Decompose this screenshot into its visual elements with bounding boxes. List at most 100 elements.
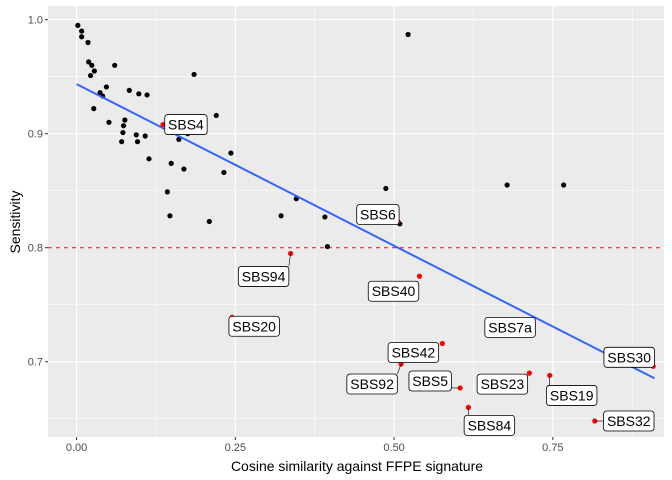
label-box <box>228 315 280 337</box>
label-box <box>346 373 398 395</box>
label-sbs40: SBS40 <box>367 280 420 302</box>
label-text: SBS32 <box>607 413 651 429</box>
data-point <box>322 214 328 220</box>
label-text: SBS94 <box>242 268 286 284</box>
label-sbs84: SBS84 <box>463 407 516 436</box>
data-point <box>228 150 234 156</box>
label-box <box>546 385 598 406</box>
label-sbs92: SBS92 <box>346 363 402 395</box>
y-tick-label: 0.8 <box>28 243 43 255</box>
label-text: SBS40 <box>372 283 416 299</box>
data-point <box>120 123 127 129</box>
panel-background <box>48 6 664 437</box>
label-text: SBS92 <box>350 376 394 392</box>
x-tick-label: 0.75 <box>542 442 563 454</box>
plot-panel: SBS4 SBS94 SBS20 SBS6 SBS40 SBS42 SBS92 SBS5 SBS… <box>48 6 664 437</box>
data-point <box>176 136 182 143</box>
label-box <box>387 342 440 363</box>
data-point <box>221 169 227 176</box>
data-point <box>126 87 132 93</box>
data-point <box>504 182 510 188</box>
data-point <box>167 213 173 219</box>
data-point <box>79 28 85 34</box>
label-text: SBS19 <box>550 387 594 403</box>
label-sbs42: SBS42 <box>387 342 440 363</box>
x-tick-label: 0.50 <box>383 442 404 454</box>
label-sbs6: SBS6 <box>356 204 400 225</box>
data-point <box>383 185 389 192</box>
label-text: SBS6 <box>360 207 396 223</box>
highlight-point-sbs23 <box>526 370 532 376</box>
data-point <box>206 218 212 225</box>
data-point <box>324 243 331 250</box>
y-tick-label: 0.9 <box>28 129 43 141</box>
x-axis-title: Cosine similarity against FFPE signature <box>231 458 483 474</box>
label-text: SBS7a <box>488 319 532 335</box>
label-sbs23: SBS23 <box>476 373 529 395</box>
label-sbs5: SBS5 <box>408 370 461 392</box>
y-axis-title: Sensitivity <box>7 190 23 253</box>
data-point <box>561 182 567 188</box>
label-text: SBS4 <box>168 117 204 133</box>
label-box <box>603 410 655 432</box>
y-axis-ticks: 0.7 0.8 0.9 1.0 <box>28 15 48 369</box>
label-box <box>476 373 529 395</box>
label-sbs7a: SBS7a <box>484 316 536 338</box>
data-point <box>133 132 139 138</box>
point-labels: SBS4 SBS94 SBS20 SBS6 SBS40 SBS42 SBS92 SBS5 SBS… <box>164 114 655 436</box>
data-point <box>144 92 150 98</box>
label-box <box>603 346 655 368</box>
label-sbs20: SBS20 <box>228 315 280 337</box>
label-box <box>484 316 536 338</box>
data-point <box>75 22 81 28</box>
label-text: SBS30 <box>607 349 651 365</box>
x-tick-label: 0.25 <box>225 442 246 454</box>
label-box <box>164 114 208 135</box>
label-box <box>408 370 452 392</box>
label-text: SBS5 <box>412 373 448 389</box>
data-point <box>405 31 411 38</box>
highlight-point-sbs4 <box>160 121 166 128</box>
highlight-point-sbs40 <box>416 273 423 279</box>
data-point <box>164 189 170 195</box>
data-point <box>119 139 125 145</box>
y-tick-label: 0.7 <box>28 357 43 369</box>
label-text: SBS42 <box>392 345 436 361</box>
label-box <box>356 204 400 225</box>
label-sbs19: SBS19 <box>546 375 598 406</box>
data-point <box>168 160 174 166</box>
data-point <box>278 213 284 219</box>
data-point <box>106 119 112 125</box>
label-sbs30: SBS30 <box>603 346 655 368</box>
data-point <box>181 166 187 172</box>
data-point <box>87 72 94 79</box>
y-tick-label: 1.0 <box>28 15 43 27</box>
data-point <box>112 62 118 68</box>
data-point <box>134 139 141 145</box>
data-point <box>86 59 92 65</box>
label-sbs32: SBS32 <box>594 410 655 432</box>
data-point <box>91 106 97 112</box>
data-point <box>136 91 142 97</box>
data-point <box>213 112 219 119</box>
label-text: SBS23 <box>481 376 525 392</box>
label-box <box>237 266 290 287</box>
label-box <box>463 414 516 436</box>
data-point <box>89 62 95 68</box>
data-point <box>146 156 152 162</box>
label-box <box>367 280 420 302</box>
data-point <box>122 117 128 123</box>
label-text: SBS20 <box>232 318 276 334</box>
highlight-point-sbs94 <box>287 250 294 257</box>
data-point <box>142 133 148 139</box>
label-text: SBS84 <box>468 417 512 433</box>
data-point <box>191 71 197 78</box>
label-connector <box>397 363 402 375</box>
data-point <box>85 39 91 46</box>
x-axis-ticks: 0.00 0.25 0.50 0.75 <box>66 437 564 454</box>
data-point <box>120 129 126 136</box>
x-tick-label: 0.00 <box>66 442 87 454</box>
label-connector <box>288 253 291 267</box>
label-sbs4: SBS4 <box>164 114 208 135</box>
